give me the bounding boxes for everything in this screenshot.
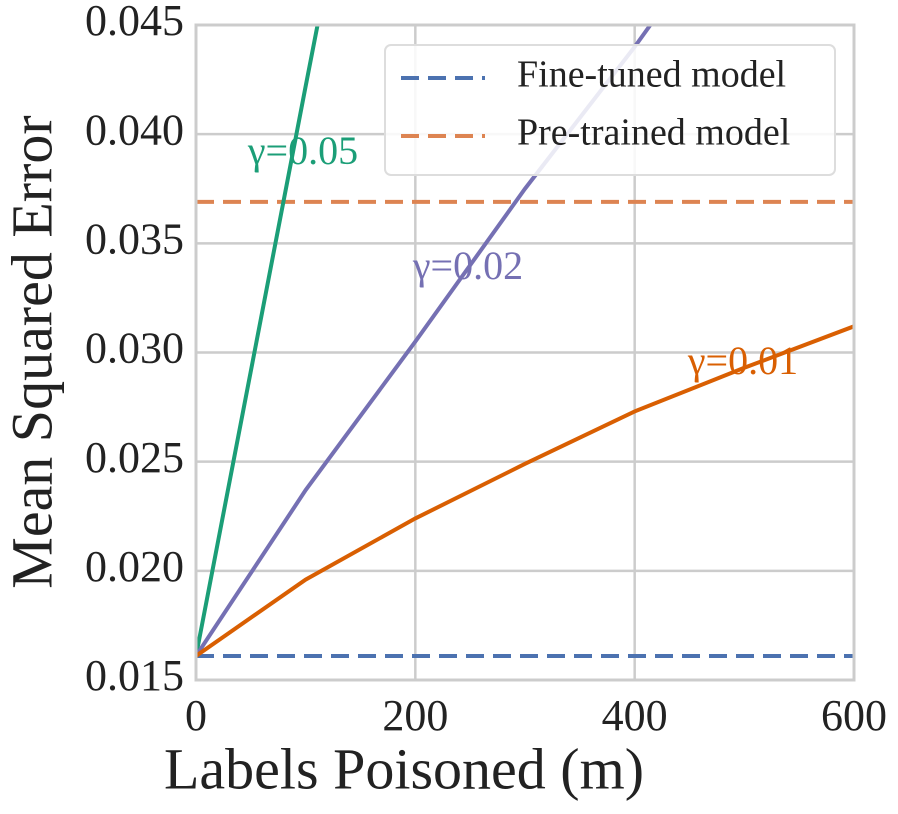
x-axis-label: Labels Poisoned (m) bbox=[164, 736, 644, 801]
y-tick-label: 0.030 bbox=[85, 324, 184, 373]
x-tick-label: 600 bbox=[821, 691, 887, 740]
x-tick-label: 200 bbox=[382, 691, 448, 740]
line-annotation: γ=0.01 bbox=[687, 338, 798, 383]
y-tick-label: 0.025 bbox=[85, 433, 184, 482]
legend-label: Pre-trained model bbox=[517, 112, 790, 154]
legend-box bbox=[384, 44, 836, 176]
plot-border bbox=[194, 23, 856, 682]
y-tick-label: 0.045 bbox=[85, 0, 184, 45]
y-axis-label: Mean Squared Error bbox=[0, 115, 64, 589]
line-annotation: γ=0.02 bbox=[412, 243, 523, 288]
y-tick-label: 0.020 bbox=[85, 542, 184, 591]
line-annotation: γ=0.05 bbox=[247, 128, 358, 173]
x-tick-label: 400 bbox=[602, 691, 668, 740]
series-line bbox=[196, 324, 854, 658]
y-tick-label: 0.040 bbox=[85, 105, 184, 154]
x-tick-label: 0 bbox=[185, 691, 207, 740]
y-tick-label: 0.015 bbox=[85, 651, 184, 700]
y-tick-label: 0.035 bbox=[85, 214, 184, 263]
legend-label: Fine-tuned model bbox=[517, 54, 786, 96]
plot-lines bbox=[196, 25, 854, 658]
series-line bbox=[196, 25, 653, 658]
series-line bbox=[196, 25, 320, 657]
